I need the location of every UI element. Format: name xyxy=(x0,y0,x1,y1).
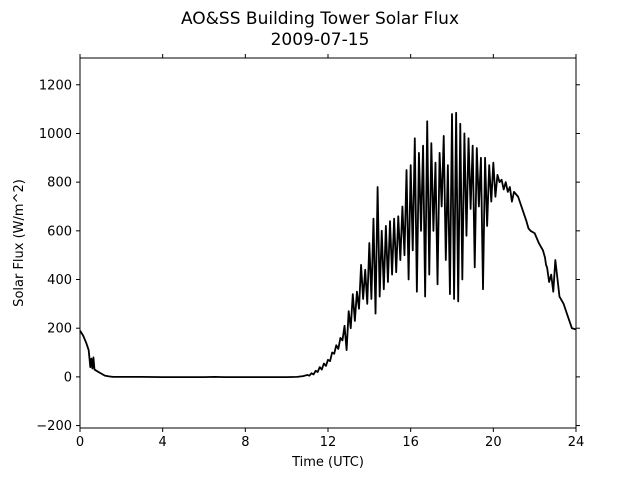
x-tick-label-0: 0 xyxy=(76,435,84,450)
x-tick-label-8: 8 xyxy=(241,435,249,450)
y-tick-label-800: 800 xyxy=(47,176,72,191)
y-tick-label-1200: 1200 xyxy=(39,78,72,93)
x-tick-label-16: 16 xyxy=(402,435,419,450)
x-axis-label: Time (UTC) xyxy=(291,455,364,470)
x-tick-label-20: 20 xyxy=(485,435,502,450)
x-tick-label-12: 12 xyxy=(320,435,337,450)
series-line-0 xyxy=(79,111,577,379)
y-tick-label-0: 0 xyxy=(64,370,72,385)
x-tick-label-24: 24 xyxy=(568,435,585,450)
y-tick-label--200: −200 xyxy=(36,419,72,434)
chart-subtitle: 2009-07-15 xyxy=(271,30,370,50)
y-tick-label-600: 600 xyxy=(47,224,72,239)
x-tick-label-4: 4 xyxy=(159,435,167,450)
y-tick-label-400: 400 xyxy=(47,273,72,288)
plot-area: 0 4 8 12 16 20 24 −200 0 200 400 600 800 1000 1200 xyxy=(36,54,584,450)
chart-title: AO&SS Building Tower Solar Flux xyxy=(181,9,459,29)
y-axis-label: Solar Flux (W/m^2) xyxy=(12,179,27,307)
y-tick-label-200: 200 xyxy=(47,322,72,337)
y-tick-label-1000: 1000 xyxy=(39,127,72,142)
